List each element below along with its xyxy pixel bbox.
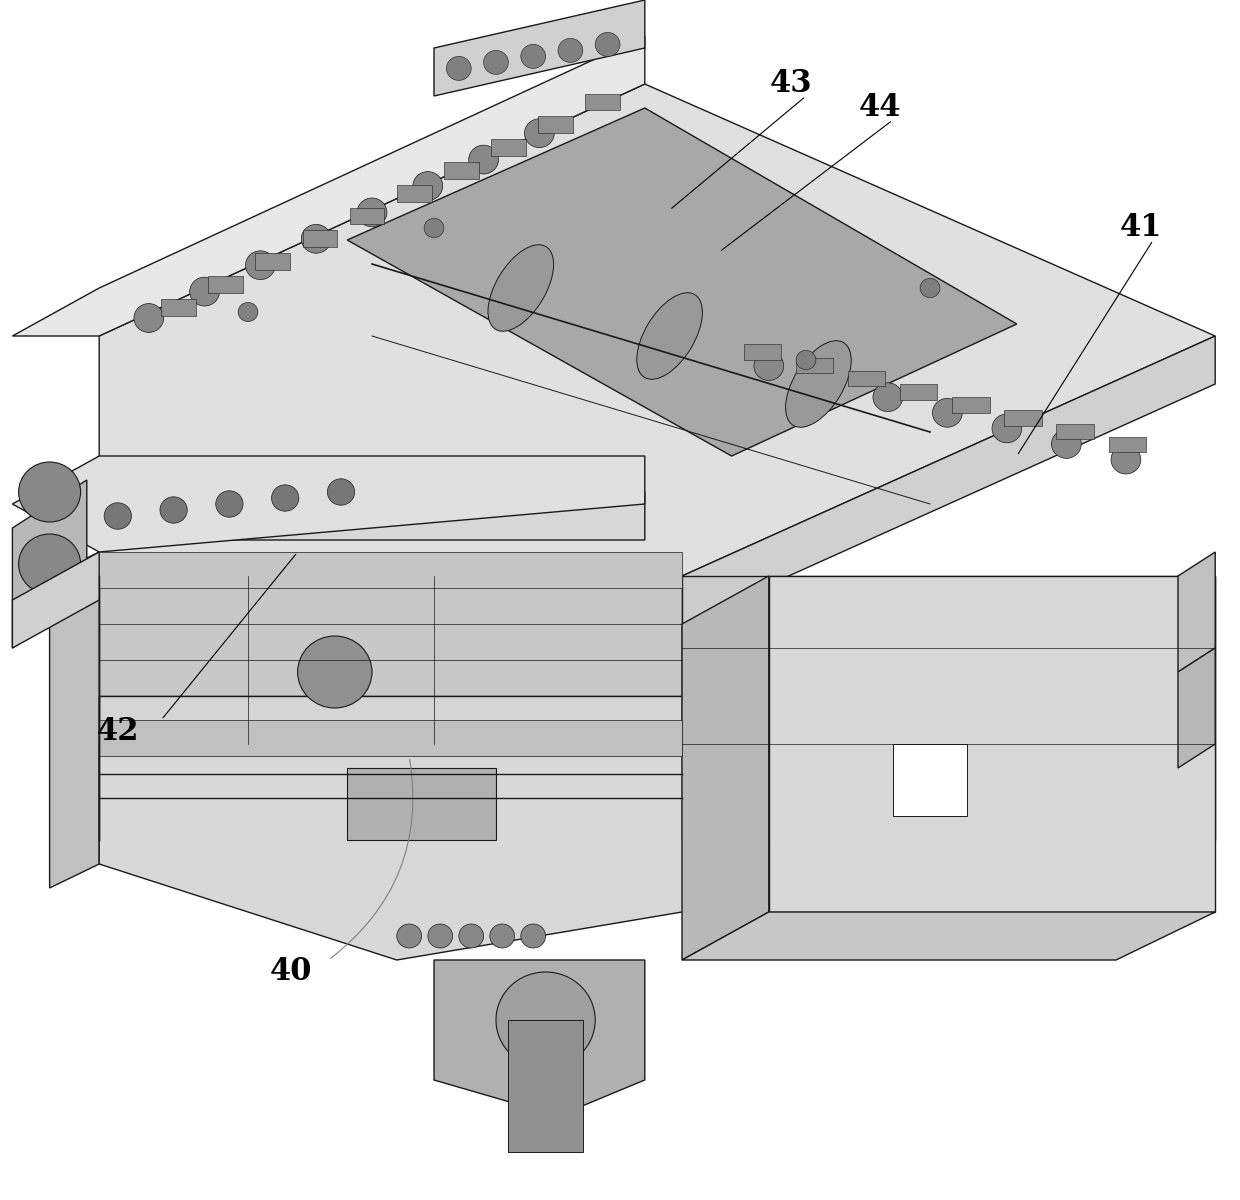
Bar: [350, 208, 384, 224]
Text: 41: 41: [1120, 212, 1162, 244]
Text: 43: 43: [770, 68, 812, 100]
Polygon shape: [682, 576, 769, 960]
Circle shape: [796, 350, 816, 370]
Circle shape: [190, 277, 219, 306]
Bar: [848, 371, 885, 386]
Polygon shape: [99, 552, 682, 588]
Circle shape: [428, 924, 453, 948]
Polygon shape: [434, 0, 645, 96]
Bar: [208, 276, 243, 293]
Bar: [1056, 424, 1094, 439]
Circle shape: [459, 924, 484, 948]
Circle shape: [496, 972, 595, 1068]
Circle shape: [48, 509, 76, 535]
Bar: [303, 230, 337, 247]
Text: 44: 44: [859, 92, 901, 124]
Bar: [444, 162, 479, 179]
Bar: [744, 344, 781, 360]
Bar: [893, 744, 967, 816]
Bar: [538, 116, 573, 133]
Bar: [161, 299, 196, 316]
Circle shape: [558, 38, 583, 62]
Circle shape: [327, 479, 355, 505]
Polygon shape: [12, 480, 87, 648]
Circle shape: [521, 924, 546, 948]
Circle shape: [19, 462, 81, 522]
FancyArrowPatch shape: [331, 760, 413, 959]
Polygon shape: [99, 696, 682, 744]
Circle shape: [1052, 430, 1081, 458]
Circle shape: [397, 924, 422, 948]
Polygon shape: [1178, 648, 1215, 768]
Circle shape: [932, 398, 962, 427]
Circle shape: [754, 352, 784, 380]
Circle shape: [521, 44, 546, 68]
Circle shape: [19, 534, 81, 594]
Circle shape: [216, 491, 243, 517]
Circle shape: [298, 636, 372, 708]
Polygon shape: [682, 576, 1215, 840]
Circle shape: [301, 224, 331, 253]
Bar: [585, 94, 620, 110]
Polygon shape: [99, 720, 682, 756]
Circle shape: [490, 924, 515, 948]
Polygon shape: [347, 108, 1017, 456]
Bar: [347, 768, 496, 840]
Polygon shape: [682, 912, 1215, 960]
Circle shape: [357, 198, 387, 227]
Circle shape: [525, 119, 554, 148]
Circle shape: [104, 503, 131, 529]
Polygon shape: [1178, 552, 1215, 672]
Circle shape: [160, 497, 187, 523]
Bar: [900, 384, 937, 400]
Circle shape: [413, 172, 443, 200]
Polygon shape: [99, 84, 1215, 576]
Circle shape: [813, 367, 843, 396]
Circle shape: [446, 56, 471, 80]
Circle shape: [992, 414, 1022, 443]
Bar: [796, 358, 833, 373]
Polygon shape: [12, 36, 645, 336]
Circle shape: [920, 278, 940, 298]
Bar: [1109, 437, 1146, 452]
Ellipse shape: [489, 245, 553, 331]
Polygon shape: [12, 456, 645, 552]
Polygon shape: [434, 960, 645, 1116]
Circle shape: [238, 302, 258, 322]
Circle shape: [469, 145, 498, 174]
Circle shape: [134, 304, 164, 332]
Polygon shape: [99, 744, 967, 960]
Text: 40: 40: [270, 956, 312, 988]
Polygon shape: [12, 492, 645, 540]
Polygon shape: [769, 576, 1215, 912]
Circle shape: [424, 218, 444, 238]
Circle shape: [272, 485, 299, 511]
Circle shape: [595, 32, 620, 56]
Bar: [491, 139, 526, 156]
Text: 42: 42: [97, 716, 139, 748]
Bar: [1004, 410, 1042, 426]
Bar: [397, 185, 432, 202]
Circle shape: [246, 251, 275, 280]
Ellipse shape: [637, 293, 702, 379]
Bar: [508, 1020, 583, 1152]
Polygon shape: [12, 552, 99, 648]
Circle shape: [484, 50, 508, 74]
Bar: [952, 397, 990, 413]
Bar: [255, 253, 290, 270]
Circle shape: [873, 383, 903, 412]
Polygon shape: [50, 552, 99, 888]
Polygon shape: [99, 576, 682, 696]
Polygon shape: [682, 336, 1215, 624]
Ellipse shape: [786, 341, 851, 427]
Circle shape: [1111, 445, 1141, 474]
